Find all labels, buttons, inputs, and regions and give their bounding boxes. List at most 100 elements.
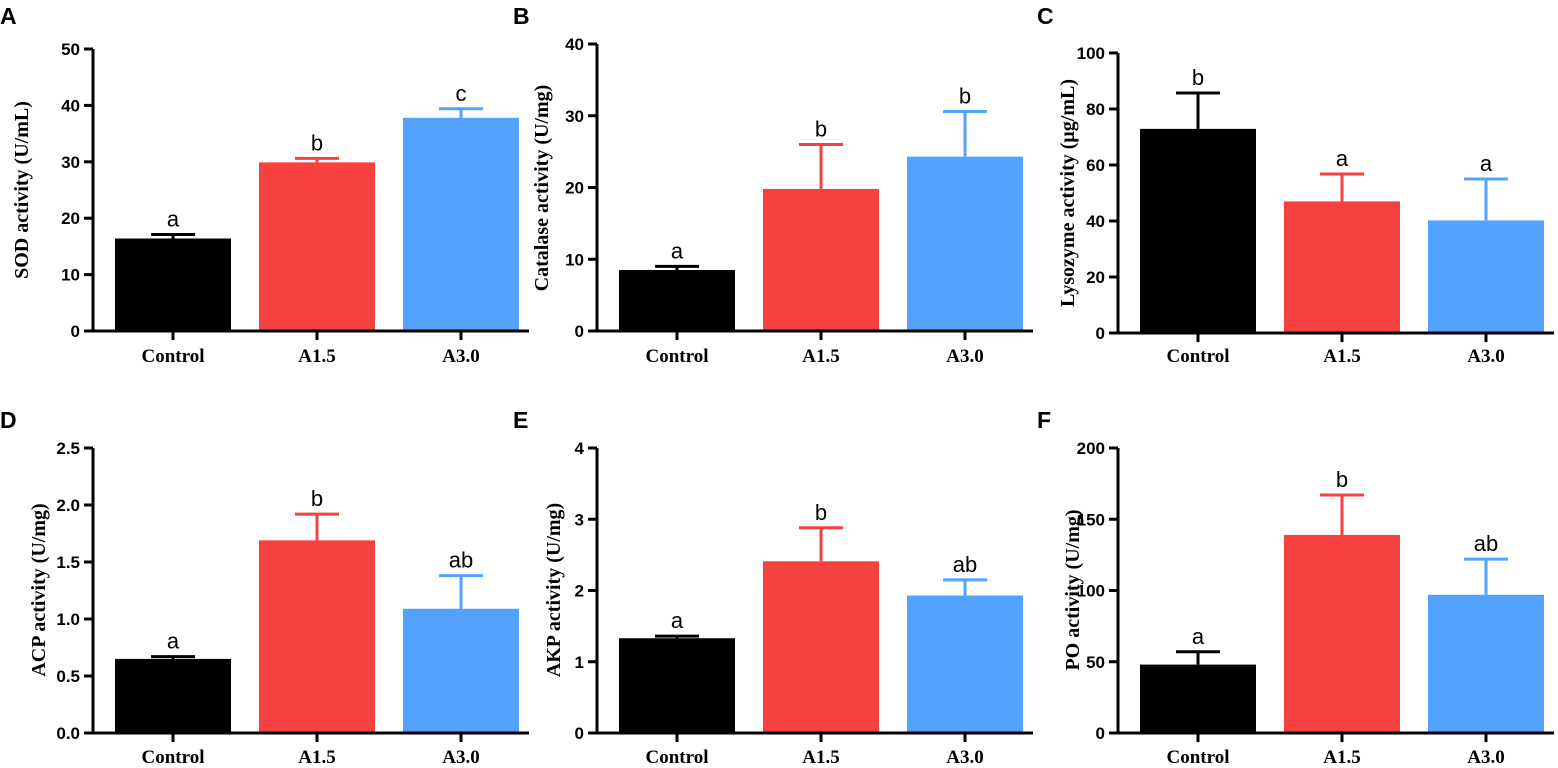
significance-label: ab xyxy=(1474,531,1498,556)
y-tick-label: 3 xyxy=(575,510,584,529)
y-tick-label: 30 xyxy=(61,153,80,172)
bar-control xyxy=(1140,128,1256,333)
bar-control xyxy=(115,658,231,733)
y-tick-label: 100 xyxy=(1077,44,1105,63)
y-axis-title: ACP activity (U/mg) xyxy=(28,503,50,676)
x-tick-label: A3.0 xyxy=(442,747,479,768)
y-tick-label: 2.5 xyxy=(56,439,80,458)
x-tick-label: A1.5 xyxy=(298,346,335,367)
y-tick-label: 0 xyxy=(1096,724,1105,743)
y-tick-label: 80 xyxy=(1086,100,1105,119)
bar-control xyxy=(619,270,735,331)
significance-label: b xyxy=(1192,65,1204,90)
y-tick-label: 10 xyxy=(565,250,584,269)
x-tick-label: A1.5 xyxy=(802,346,839,367)
y-tick-label: 0 xyxy=(71,322,80,341)
y-axis-title: SOD activity (U/mL) xyxy=(11,101,33,279)
x-tick-label: Control xyxy=(1167,747,1230,768)
y-tick-label: 0 xyxy=(1096,324,1105,343)
chart-panel-B: B Catalase activity (U/mg) a Control b A1.5 b A… xyxy=(513,3,1033,367)
panel-letter: F xyxy=(1037,407,1051,433)
bar-a3-0 xyxy=(1428,220,1544,333)
significance-label: a xyxy=(1336,146,1349,171)
y-tick-label: 100 xyxy=(1077,582,1105,601)
x-tick-label: A1.5 xyxy=(1323,346,1360,367)
bar-a3-0 xyxy=(907,156,1023,331)
y-tick-label: 1.0 xyxy=(56,610,80,629)
y-tick-label: 40 xyxy=(565,35,584,54)
y-tick-label: 10 xyxy=(61,266,80,285)
y-tick-label: 0 xyxy=(575,322,584,341)
bar-a3-0 xyxy=(403,117,519,331)
y-tick-label: 30 xyxy=(565,107,584,126)
y-tick-label: 1.5 xyxy=(56,553,80,572)
y-tick-label: 4 xyxy=(575,439,585,458)
y-tick-label: 2 xyxy=(575,582,584,601)
x-tick-label: A3.0 xyxy=(946,747,983,768)
chart-panel-A: A SOD activity (U/mL) a Control b A1.5 c A3.0 0 1… xyxy=(0,3,529,367)
bar-a1-5 xyxy=(1284,201,1400,333)
bar-a3-0 xyxy=(1428,594,1544,733)
x-tick-label: Control xyxy=(646,346,709,367)
panel-letter: B xyxy=(513,3,530,29)
bar-a3-0 xyxy=(403,608,519,733)
bar-a3-0 xyxy=(907,595,1023,733)
significance-label: a xyxy=(671,238,684,263)
panel-letter: D xyxy=(0,407,17,433)
bar-control xyxy=(619,638,735,733)
y-tick-label: 50 xyxy=(61,40,80,59)
y-tick-label: 200 xyxy=(1077,439,1105,458)
y-tick-label: 150 xyxy=(1077,510,1105,529)
significance-label: a xyxy=(1192,624,1205,649)
panel-letter: E xyxy=(513,407,528,433)
chart-panel-F: F PO activity (U/mg) a Control b A1.5 ab A3.0 0 5… xyxy=(1037,407,1554,768)
y-tick-label: 20 xyxy=(1086,268,1105,287)
significance-label: a xyxy=(167,207,180,232)
x-tick-label: A1.5 xyxy=(1323,747,1360,768)
y-tick-label: 2.0 xyxy=(56,496,80,515)
significance-label: ab xyxy=(449,548,473,573)
bar-a1-5 xyxy=(1284,534,1400,733)
y-tick-label: 60 xyxy=(1086,156,1105,175)
y-axis-title: AKP activity (U/mg) xyxy=(543,503,565,677)
significance-label: b xyxy=(311,486,323,511)
significance-label: ab xyxy=(953,552,977,577)
bar-a1-5 xyxy=(763,188,879,331)
x-tick-label: A1.5 xyxy=(298,747,335,768)
x-tick-label: Control xyxy=(142,747,205,768)
panel-letter: A xyxy=(0,3,17,29)
x-tick-label: Control xyxy=(142,346,205,367)
bar-a1-5 xyxy=(259,540,375,733)
chart-panel-C: C Lysozyme activity (μg/mL) b Control a A1.5 a… xyxy=(1037,3,1554,367)
x-tick-label: A1.5 xyxy=(802,747,839,768)
chart-panel-D: D ACP activity (U/mg) a Control b A1.5 ab A3.0 0… xyxy=(0,407,529,768)
bar-a1-5 xyxy=(763,561,879,733)
x-tick-label: A3.0 xyxy=(1467,346,1504,367)
chart-panel-E: E AKP activity (U/mg) a Control b A1.5 ab A3.0 0… xyxy=(513,407,1033,768)
y-tick-label: 40 xyxy=(61,96,80,115)
significance-label: c xyxy=(456,81,467,106)
x-tick-label: A3.0 xyxy=(442,346,479,367)
significance-label: b xyxy=(815,500,827,525)
panel-letter: C xyxy=(1037,3,1054,29)
y-tick-label: 0.5 xyxy=(56,667,80,686)
x-tick-label: A3.0 xyxy=(946,346,983,367)
x-tick-label: A3.0 xyxy=(1467,747,1504,768)
y-tick-label: 1 xyxy=(575,653,584,672)
significance-label: b xyxy=(815,116,827,141)
y-axis-title: Lysozyme activity (μg/mL) xyxy=(1057,79,1079,307)
y-axis-title: Catalase activity (U/mg) xyxy=(531,85,553,292)
y-tick-label: 50 xyxy=(1086,653,1105,672)
significance-label: a xyxy=(167,629,180,654)
y-tick-label: 20 xyxy=(565,179,584,198)
significance-label: a xyxy=(1480,151,1493,176)
bar-a1-5 xyxy=(259,162,375,331)
x-tick-label: Control xyxy=(1167,346,1230,367)
y-tick-label: 40 xyxy=(1086,212,1105,231)
significance-label: a xyxy=(671,608,684,633)
significance-label: b xyxy=(959,83,971,108)
y-tick-label: 0.0 xyxy=(56,724,80,743)
y-axis-title: PO activity (U/mg) xyxy=(1062,509,1084,670)
significance-label: b xyxy=(311,130,323,155)
